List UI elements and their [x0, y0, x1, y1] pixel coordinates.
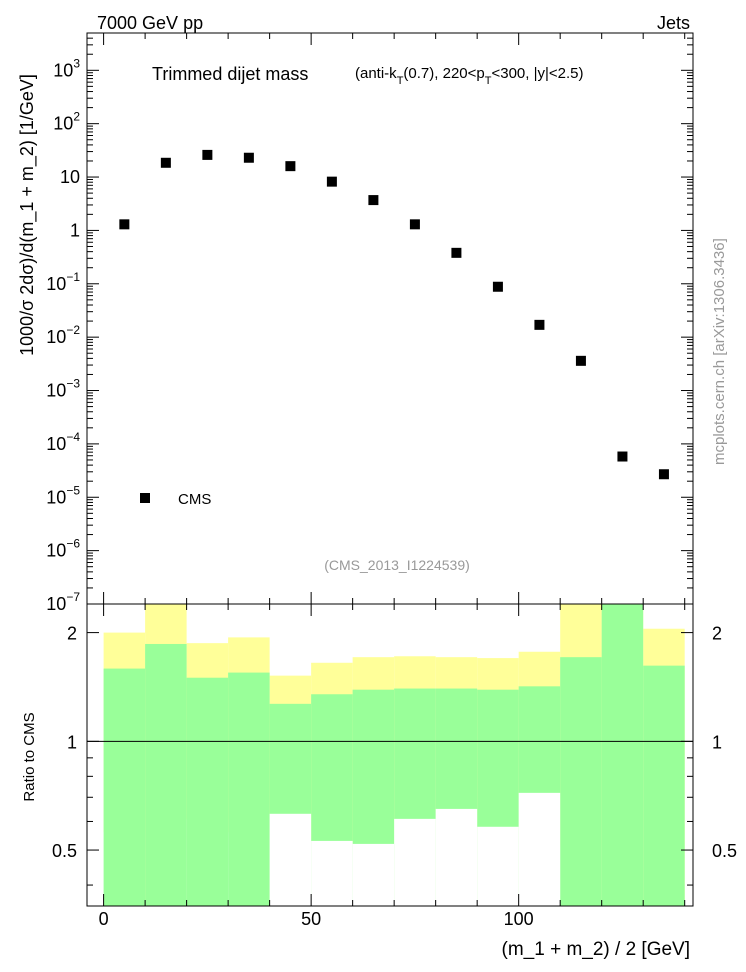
ratio-y-tick-label: 1 — [67, 732, 77, 752]
legend-marker-cms — [140, 493, 150, 503]
y-tick-label: 10−1 — [46, 270, 80, 294]
data-point — [285, 161, 296, 172]
header-right: Jets — [657, 13, 690, 33]
y-tick-label: 103 — [53, 56, 80, 80]
data-point — [617, 451, 628, 462]
y-tick-label: 10−7 — [46, 590, 80, 614]
data-point — [368, 195, 379, 206]
data-point — [243, 152, 254, 163]
main-panel: Trimmed dijet mass (anti-kT(0.7), 220<pT… — [17, 32, 694, 614]
ratio-band-bin — [352, 843, 395, 906]
y-tick-label: 10 — [60, 167, 80, 187]
chart-title: Trimmed dijet mass — [152, 64, 308, 84]
legend: CMS — [140, 491, 211, 508]
y-tick-label: 10−4 — [46, 430, 80, 454]
y-tick-label: 1 — [70, 220, 80, 240]
ratio-band-bin — [228, 672, 270, 906]
data-point — [451, 247, 462, 258]
ratio-band-bin — [643, 665, 685, 906]
chart-selection: (anti-kT(0.7), 220<pT<300, |y|<2.5) — [355, 65, 584, 87]
y-tick-label: 10−5 — [46, 483, 80, 507]
x-tick-label: 50 — [301, 909, 321, 929]
ratio-band-bin — [518, 792, 561, 906]
legend-label-cms: CMS — [178, 491, 211, 508]
ratio-band-bin — [145, 643, 187, 906]
watermark: mcplots.cern.ch [arXiv:1306.3436] — [711, 238, 728, 465]
ratio-y-tick-label: 2 — [67, 624, 77, 644]
data-point — [160, 157, 171, 168]
ratio-ticks: 0.5 0.5 1 1 2 2 0 50 100 — [52, 604, 737, 929]
y-tick-label: 10−6 — [46, 537, 80, 561]
y-tick-label: 10−3 — [46, 377, 80, 401]
ratio-panel: 0.5 0.5 1 1 2 2 0 50 100 Ratio to CMS (m_1 + m_2… — [21, 603, 737, 960]
ratio-y-tick-label: 0.5 — [52, 841, 77, 861]
ratio-y-axis-label: Ratio to CMS — [21, 712, 38, 801]
ratio-band-bin — [477, 826, 519, 906]
ratio-band-bin — [560, 657, 602, 906]
ratio-band-bin — [394, 818, 436, 906]
data-point — [202, 149, 213, 160]
data-point — [492, 281, 503, 292]
x-axis-label: (m_1 + m_2) / 2 [GeV] — [502, 939, 691, 960]
y-tick-label: 10−2 — [46, 323, 80, 347]
data-point — [658, 469, 669, 480]
ratio-y-tick-label-right: 2 — [712, 624, 722, 644]
ratio-band-bin — [186, 677, 229, 906]
x-tick-label: 100 — [504, 909, 534, 929]
ratio-frame — [86, 603, 694, 907]
data-point — [575, 355, 586, 366]
analysis-label: (CMS_2013_I1224539) — [324, 557, 470, 573]
data-point — [534, 319, 545, 330]
data-point — [326, 176, 337, 187]
main-frame — [86, 32, 694, 605]
ratio-band-bin — [311, 840, 353, 906]
ratio-y-tick-label-right: 1 — [712, 732, 722, 752]
data-points — [119, 149, 669, 480]
x-tick-label: 0 — [99, 909, 109, 929]
header-left: 7000 GeV pp — [97, 13, 203, 33]
data-point — [119, 219, 130, 230]
ratio-band-bin — [269, 813, 312, 906]
ratio-bands — [103, 604, 685, 906]
ratio-band-bin — [103, 668, 146, 906]
ratio-band-bin — [435, 808, 478, 906]
ratio-y-tick-label-right: 0.5 — [712, 841, 737, 861]
data-point — [409, 219, 420, 230]
main-ticks: 10−7 10−6 10−5 10−4 10−3 10−2 10−1 1 10 102 103 — [46, 32, 693, 614]
ratio-band-bin — [601, 604, 644, 906]
y-axis-label: 1000/σ 2dσ)/d(m_1 + m_2) [1/GeV] — [17, 74, 38, 356]
y-tick-label: 102 — [53, 110, 80, 134]
